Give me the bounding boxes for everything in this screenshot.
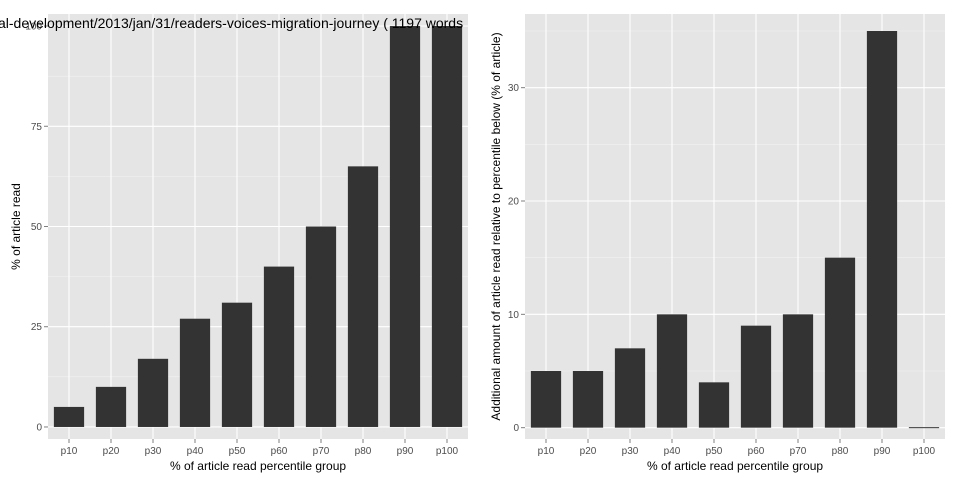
chart-left-bar-p20 [95, 386, 127, 427]
chart-right-x-tick-label: p40 [664, 446, 681, 457]
chart-left-y-tick-label: 50 [31, 222, 43, 233]
chart-right-bar-p100 [908, 427, 940, 429]
chart-left-x-tick-label: p30 [145, 446, 162, 457]
chart-left-x-tick-label: p20 [103, 446, 120, 457]
chart-left-x-tick-label: p50 [229, 446, 246, 457]
chart-left-bar-p60 [263, 266, 295, 427]
chart-left-bar-p50 [221, 302, 253, 427]
chart-right-x-tick-label: p100 [913, 446, 936, 457]
chart-right-bar-p70 [782, 314, 814, 428]
chart-left-bar-p10 [53, 406, 85, 427]
chart-right-y-axis-title: Additional amount of article read relati… [489, 32, 503, 420]
chart-left-bar-p30 [137, 358, 169, 427]
chart-right-x-tick-label: p10 [538, 446, 555, 457]
chart-right-bar-p50 [698, 382, 730, 428]
chart-right-x-tick-label: p80 [832, 446, 849, 457]
chart-right-x-tick-label: p70 [790, 446, 807, 457]
chart-left-bar-p100 [431, 26, 463, 427]
chart-right-bars [530, 31, 940, 429]
chart-left-y-tick-label: 100 [25, 22, 42, 33]
chart-right-y-tick-label: 0 [513, 423, 519, 434]
chart-left-x-tick-label: p90 [397, 446, 414, 457]
chart-right-y-tick-label: 20 [508, 197, 520, 208]
chart-left-bar-p90 [389, 26, 421, 427]
chart-right-x-tick-label: p30 [622, 446, 639, 457]
chart-right-bar-p40 [656, 314, 688, 428]
chart-right-x-axis-title: % of article read percentile group [647, 459, 823, 473]
chart-right-x-tick-label: p50 [706, 446, 723, 457]
chart-left-x-axis-title: % of article read percentile group [170, 459, 346, 473]
chart-right-x-tick-label: p90 [874, 446, 891, 457]
chart-right-bar-p80 [824, 257, 856, 428]
chart-left-y-tick-label: 75 [31, 122, 43, 133]
chart-right-y-tick-label: 10 [508, 310, 520, 321]
chart-right-x-tick-label: p60 [748, 446, 765, 457]
chart-left-x-tick-label: p60 [271, 446, 288, 457]
chart-right-bar-p20 [572, 371, 604, 428]
chart-left-x-tick-label: p10 [61, 446, 78, 457]
chart-right-bar-p90 [866, 31, 898, 428]
chart-right-bar-p60 [740, 325, 772, 428]
chart-left-title: al-development/2013/jan/31/readers-voice… [0, 15, 463, 31]
chart-left-bar-p80 [347, 166, 379, 427]
chart-left-bars [53, 26, 463, 427]
chart-left-bar-p70 [305, 226, 337, 427]
chart-left-y-axis-title: % of article read [9, 183, 23, 270]
chart-right-bar-p30 [614, 348, 646, 428]
chart-left-y-tick-label: 0 [36, 422, 42, 433]
chart-right-bar-p10 [530, 371, 562, 428]
chart-left-x-tick-label: p100 [436, 446, 459, 457]
chart-left-bar-p40 [179, 318, 211, 427]
chart-left-y-axis: 0 25 50 75 100 [25, 22, 48, 433]
chart-right-x-tick-label: p20 [580, 446, 597, 457]
chart-right-y-tick-label: 30 [508, 83, 520, 94]
chart-left-x-tick-label: p70 [313, 446, 330, 457]
chart-left-x-tick-label: p80 [355, 446, 372, 457]
chart-left-y-tick-label: 25 [31, 322, 43, 333]
chart-left-x-axis: p10 p20 p30 p40 p50 p60 p70 p80 p90 p100 [61, 439, 459, 457]
chart-left-x-tick-label: p40 [187, 446, 204, 457]
chart-right-y-axis: 0 10 20 30 [508, 83, 525, 434]
chart-right-x-axis: p10 p20 p30 p40 p50 p60 p70 p80 p90 p100 [538, 439, 936, 457]
